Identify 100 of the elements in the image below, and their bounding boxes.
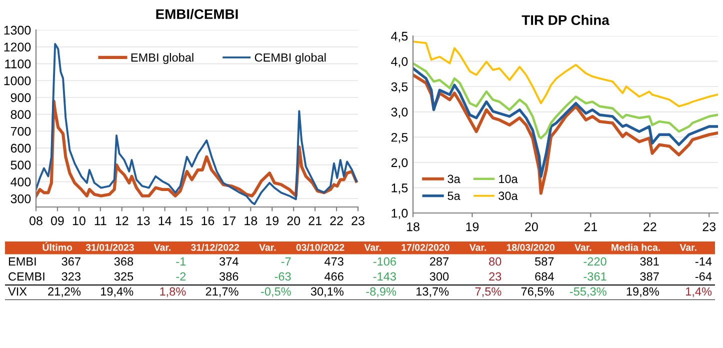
legend-label: EMBI global bbox=[131, 53, 194, 64]
line-series bbox=[413, 40, 718, 108]
category-label: Var. bbox=[680, 244, 696, 251]
text: 374 bbox=[220, 257, 238, 266]
x-tick-label: 10 bbox=[72, 216, 86, 226]
text: 367 bbox=[62, 257, 80, 266]
category-label: VIX bbox=[8, 287, 27, 296]
text: 21,7% bbox=[206, 287, 238, 298]
text: 323 bbox=[62, 272, 80, 281]
x-tick-label: 23 bbox=[352, 216, 364, 226]
x-tick-label: 22 bbox=[330, 216, 343, 226]
text: 7,5% bbox=[475, 287, 502, 298]
category-label: Var. bbox=[469, 244, 486, 251]
text: 368 bbox=[114, 257, 134, 266]
y-tick-label: 1100 bbox=[5, 60, 31, 68]
text: 19,8% bbox=[626, 287, 659, 298]
text: 80 bbox=[489, 257, 502, 266]
x-tick-label: 11 bbox=[94, 216, 106, 226]
y-tick-label: 4,5 bbox=[391, 32, 408, 42]
category-label: CEMBI bbox=[8, 272, 44, 281]
text: 386 bbox=[220, 272, 238, 281]
text: 30,1% bbox=[310, 287, 344, 298]
y-tick-label: 1200 bbox=[4, 42, 31, 52]
text: 684 bbox=[535, 272, 554, 281]
text: -8,9% bbox=[366, 287, 396, 298]
line-series bbox=[36, 43, 358, 206]
x-tick-label: 12 bbox=[116, 216, 128, 226]
chart-title: TIR DP China bbox=[522, 14, 610, 26]
y-tick-label: 800 bbox=[10, 110, 31, 119]
text: -63 bbox=[274, 272, 291, 281]
text: -14 bbox=[695, 257, 712, 266]
y-tick-label: 1,0 bbox=[392, 208, 408, 220]
category-label: 17/02/2020 bbox=[402, 244, 450, 251]
y-tick-label: 1,5 bbox=[392, 184, 408, 194]
text: -361 bbox=[584, 272, 606, 281]
text: 23 bbox=[489, 272, 502, 281]
text: 466 bbox=[324, 272, 344, 281]
category-label: 03/10/2022 bbox=[296, 244, 344, 251]
text: -106 bbox=[373, 257, 396, 266]
category-label: Media hca. bbox=[612, 244, 660, 251]
x-tick-label: 18 bbox=[407, 222, 420, 232]
category-label: 31/12/2022 bbox=[190, 244, 240, 251]
x-tick-label: 13 bbox=[137, 216, 150, 226]
x-tick-label: 09 bbox=[51, 216, 64, 226]
y-tick-label: 900 bbox=[10, 93, 31, 102]
x-tick-label: 22 bbox=[644, 222, 656, 232]
legend-label: 30a bbox=[498, 192, 518, 200]
text: 287 bbox=[430, 257, 448, 266]
category-label: Var. bbox=[574, 244, 592, 251]
y-tick-label: 700 bbox=[10, 126, 31, 136]
x-tick-label: 20 bbox=[287, 216, 300, 226]
x-tick-label: 21 bbox=[308, 216, 322, 226]
x-tick-label: 08 bbox=[30, 216, 42, 226]
x-tick-label: 21 bbox=[584, 222, 598, 232]
category-label: 31/01/2023 bbox=[86, 244, 134, 251]
text: 387 bbox=[640, 272, 659, 281]
legend-label: 10a bbox=[499, 174, 518, 184]
text: -1 bbox=[176, 257, 186, 266]
category-label: Var. bbox=[154, 244, 170, 251]
text: -64 bbox=[695, 272, 712, 281]
x-tick-label: 19 bbox=[266, 216, 278, 226]
text: 381 bbox=[640, 257, 659, 266]
x-tick-label: 16 bbox=[202, 216, 214, 226]
x-tick-label: 20 bbox=[525, 222, 538, 232]
text: 587 bbox=[535, 257, 554, 266]
text: 13,7% bbox=[416, 287, 449, 298]
category-label: EMBI bbox=[8, 257, 36, 266]
category-label: Último bbox=[42, 242, 72, 251]
text: 76,5% bbox=[521, 287, 554, 298]
x-tick-label: 17 bbox=[223, 216, 236, 226]
text: 1,4% bbox=[686, 287, 712, 298]
legend-label: 5a bbox=[448, 192, 460, 200]
text: -7 bbox=[281, 257, 291, 266]
x-tick-label: 15 bbox=[180, 216, 193, 226]
y-tick-label: 400 bbox=[10, 178, 31, 186]
text: 21,2% bbox=[48, 287, 81, 298]
x-tick-label: 19 bbox=[466, 222, 479, 232]
x-tick-label: 18 bbox=[244, 216, 258, 226]
y-tick-label: 2,5 bbox=[391, 132, 408, 144]
text: -55,3% bbox=[570, 287, 606, 298]
y-tick-label: 1000 bbox=[4, 76, 31, 86]
text: 300 bbox=[430, 272, 449, 281]
y-tick-label: 500 bbox=[10, 160, 31, 170]
y-tick-label: 3,0 bbox=[391, 108, 408, 118]
y-tick-label: 600 bbox=[10, 144, 31, 153]
y-tick-label: 1300 bbox=[4, 26, 31, 35]
category-label: Var. bbox=[364, 244, 381, 251]
text: -0,5% bbox=[261, 287, 291, 298]
text: 1,8% bbox=[160, 287, 186, 298]
text: 19,4% bbox=[101, 287, 134, 298]
y-tick-label: 300 bbox=[10, 194, 31, 204]
y-tick-label: 2,0 bbox=[391, 158, 408, 169]
text: 473 bbox=[324, 257, 344, 266]
x-tick-label: 23 bbox=[702, 222, 716, 232]
category-label: Var. bbox=[259, 244, 276, 251]
line-series bbox=[413, 62, 718, 140]
x-tick-label: 14 bbox=[158, 216, 172, 226]
y-tick-label: 4,0 bbox=[391, 57, 408, 68]
chart-title: EMBI/CEMBI bbox=[156, 8, 238, 20]
category-label: 18/03/2020 bbox=[506, 244, 555, 251]
